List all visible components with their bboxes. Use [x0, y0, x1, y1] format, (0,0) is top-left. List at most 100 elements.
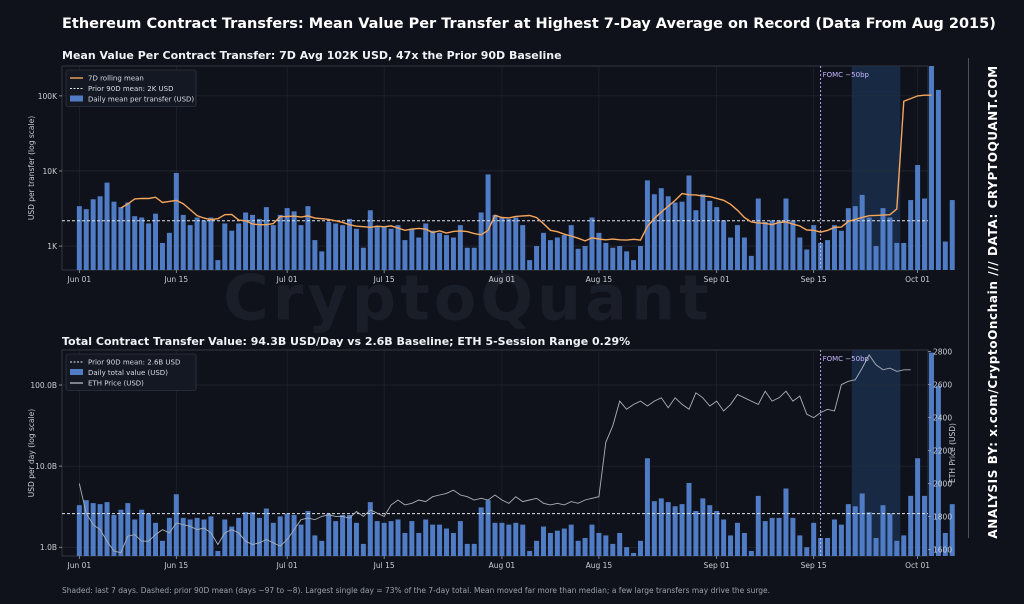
bar: [887, 513, 893, 556]
legend-label: Daily mean per transfer (USD): [88, 96, 194, 104]
chart2-title: Total Contract Transfer Value: 94.3B USD…: [62, 335, 631, 348]
bar: [928, 352, 934, 556]
bar: [90, 503, 96, 556]
bar: [561, 235, 567, 270]
bar: [146, 513, 152, 556]
bar: [305, 510, 311, 556]
bar: [118, 207, 124, 270]
bar: [714, 207, 720, 270]
y2-tick-label: 2800: [933, 348, 952, 357]
x-tick-label: Jul 15: [373, 275, 395, 284]
bar: [582, 538, 588, 556]
y2-tick-label: 2400: [933, 414, 952, 423]
bar: [423, 519, 429, 556]
bar: [582, 246, 588, 270]
bar: [534, 246, 540, 270]
bar: [444, 528, 449, 556]
bar: [312, 535, 318, 556]
bar: [527, 260, 533, 270]
y-tick-label: 100.0B: [30, 381, 57, 390]
bar: [596, 232, 602, 270]
bar: [811, 225, 817, 270]
bar: [416, 237, 422, 270]
bar: [658, 498, 664, 556]
bar: [492, 214, 498, 270]
bar: [402, 532, 408, 556]
bar: [430, 230, 436, 270]
bar: [589, 524, 595, 556]
legend-label: 7D rolling mean: [88, 75, 144, 83]
legend-label: Prior 90D mean: 2.6B USD: [88, 359, 180, 367]
bar: [236, 517, 242, 556]
bar: [374, 521, 380, 556]
bar: [935, 385, 941, 556]
bar: [319, 540, 325, 556]
bar: [637, 246, 643, 270]
bar: [679, 201, 685, 270]
x-tick-label: Jul 01: [276, 275, 298, 284]
bar: [76, 206, 82, 270]
bar: [194, 217, 200, 270]
bar: [194, 517, 200, 556]
bar: [610, 543, 616, 556]
bar: [520, 225, 526, 270]
bar: [554, 530, 560, 556]
bar: [340, 225, 346, 270]
bar: [631, 260, 637, 270]
bar: [187, 519, 193, 556]
bar: [291, 514, 297, 556]
legend-swatch-bar: [70, 95, 83, 102]
bar: [894, 242, 900, 270]
bar: [707, 200, 713, 270]
bar: [644, 458, 650, 556]
bar: [437, 524, 443, 556]
bar: [450, 532, 456, 556]
bar: [478, 212, 484, 270]
y2-tick-label: 2600: [933, 381, 952, 390]
bar: [859, 194, 865, 270]
bar: [873, 246, 879, 270]
bar: [499, 522, 505, 556]
bar: [298, 524, 304, 556]
bar: [367, 502, 373, 556]
y-axis-label: USD per transfer (log scale): [27, 116, 36, 220]
bar: [942, 241, 948, 270]
bar: [908, 200, 914, 270]
bar: [818, 242, 824, 270]
bar: [741, 532, 747, 556]
legend-swatch-bar: [70, 369, 83, 375]
y-tick-label: 10.0B: [35, 462, 57, 471]
bar: [90, 199, 96, 270]
bar: [714, 510, 720, 556]
bar: [637, 540, 643, 556]
bar: [215, 550, 221, 556]
bar: [277, 214, 283, 270]
bar: [312, 240, 318, 270]
bar: [603, 535, 609, 556]
bar: [541, 526, 546, 556]
bar: [236, 223, 242, 270]
bar: [783, 198, 789, 270]
bar: [388, 228, 394, 270]
bar: [949, 200, 955, 270]
bar: [617, 246, 623, 270]
bar: [506, 524, 512, 556]
bar: [444, 235, 449, 270]
bar: [915, 165, 921, 270]
bar: [561, 528, 567, 556]
bar: [596, 532, 602, 556]
bar: [672, 506, 678, 556]
bar: [173, 494, 179, 556]
bar: [256, 517, 262, 556]
bar: [880, 505, 886, 556]
bar: [215, 260, 221, 270]
bar: [755, 198, 761, 270]
bar: [471, 543, 477, 556]
bar: [603, 242, 609, 270]
bar: [887, 217, 893, 270]
bar: [347, 514, 353, 556]
bar: [513, 217, 519, 270]
bar: [173, 172, 179, 270]
